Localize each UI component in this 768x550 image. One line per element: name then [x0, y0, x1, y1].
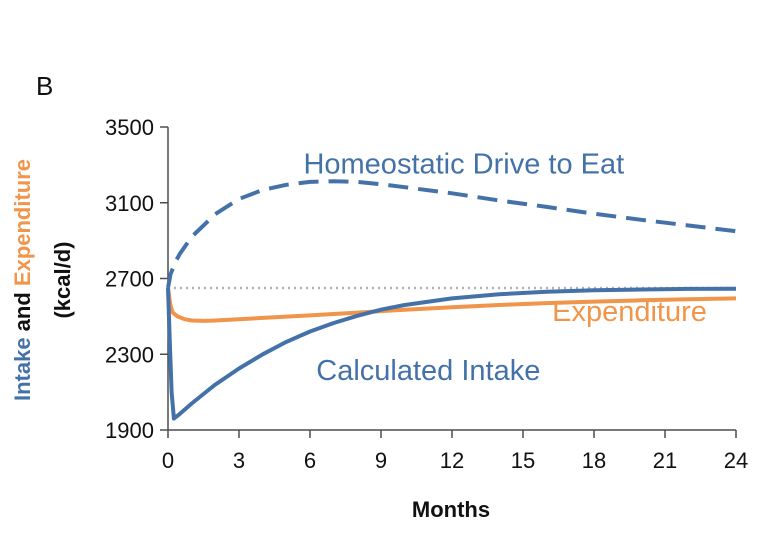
x-tick-label: 9: [375, 448, 387, 473]
y-tick-label: 2700: [105, 267, 154, 292]
axes: 1900 2300 2700 3100 3500 0 3 6 9 12 15 18 21 24: [105, 115, 748, 473]
x-tick-label: 0: [162, 448, 174, 473]
expenditure-label: Expenditure: [552, 296, 707, 328]
calculated-intake-line: [166, 286, 737, 421]
expenditure-line: [166, 287, 737, 323]
y-tick-label: 2300: [105, 342, 154, 367]
y-axis-title-expenditure: Expenditure: [10, 159, 35, 286]
x-tick-label: 6: [304, 448, 316, 473]
y-axis-title-intake: Intake: [10, 337, 35, 401]
series-labels: Homeostatic Drive to Eat Expenditure Calcu…: [303, 148, 706, 386]
x-tick-label: 18: [582, 448, 606, 473]
x-tick-label: 24: [724, 448, 748, 473]
x-tick-label: 3: [233, 448, 245, 473]
homeostatic-drive-to-eat-line: [166, 179, 737, 289]
homeostatic-drive-to-eat-label: Homeostatic Drive to Eat: [303, 148, 624, 180]
y-axis-title-units: (kcal/d): [50, 241, 75, 318]
x-axis-title: Months: [412, 497, 490, 522]
x-tick-label: 15: [511, 448, 535, 473]
x-tick-label: 12: [440, 448, 464, 473]
y-tick-label: 1900: [105, 418, 154, 443]
y-tick-label: 3100: [105, 191, 154, 216]
y-axis-title-and: and: [10, 286, 35, 337]
panel-label: B: [36, 71, 53, 101]
x-tick-label: 21: [653, 448, 677, 473]
y-tick-label: 3500: [105, 115, 154, 140]
svg-text:Intake and Expenditure: Intake and Expenditure: [10, 159, 35, 401]
series-layer: [166, 179, 737, 421]
y-axis-title: Intake and Expenditure (kcal/d): [10, 159, 75, 401]
calculated-intake-label: Calculated Intake: [316, 355, 540, 387]
